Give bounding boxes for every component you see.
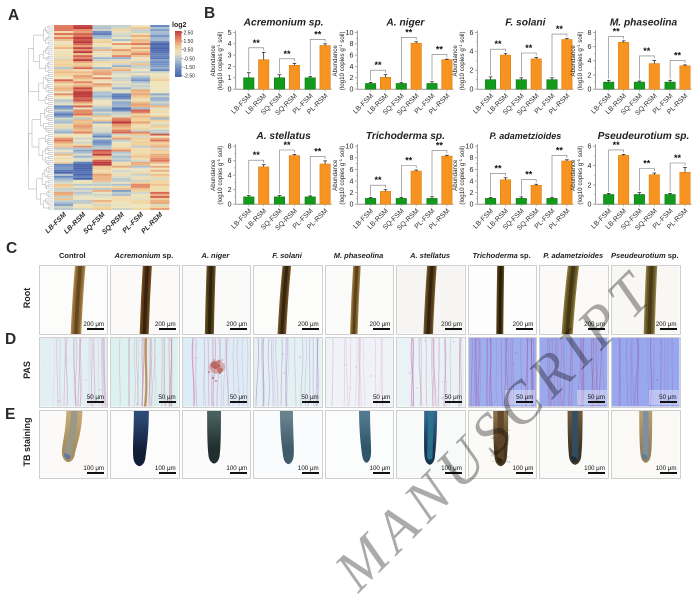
svg-text:6: 6 bbox=[588, 43, 592, 51]
svg-text:5: 5 bbox=[228, 29, 232, 37]
svg-text:-0.50: -0.50 bbox=[184, 56, 196, 62]
svg-text:**: ** bbox=[674, 50, 682, 60]
svg-text:8: 8 bbox=[228, 143, 232, 151]
svg-text:**: ** bbox=[494, 39, 502, 49]
svg-text:2: 2 bbox=[469, 67, 473, 75]
svg-text:B: B bbox=[204, 5, 215, 22]
svg-text:1.50: 1.50 bbox=[184, 39, 194, 45]
svg-text:0: 0 bbox=[228, 201, 232, 209]
svg-text:**: ** bbox=[613, 140, 621, 150]
svg-text:**: ** bbox=[674, 153, 682, 163]
svg-text:Abundance: Abundance bbox=[570, 159, 577, 191]
svg-text:6: 6 bbox=[228, 157, 232, 165]
svg-text:Abundance: Abundance bbox=[210, 159, 217, 191]
svg-text:**: ** bbox=[283, 140, 291, 150]
svg-text:**: ** bbox=[253, 38, 261, 48]
svg-text:**: ** bbox=[314, 146, 322, 156]
svg-text:0: 0 bbox=[588, 201, 592, 209]
svg-text:P. adametzioides: P. adametzioides bbox=[489, 131, 561, 141]
svg-text:6: 6 bbox=[469, 29, 473, 37]
svg-text:**: ** bbox=[405, 27, 413, 37]
svg-text:**: ** bbox=[283, 49, 291, 59]
svg-text:**: ** bbox=[436, 45, 444, 55]
svg-text:8: 8 bbox=[349, 40, 353, 48]
svg-text:2.50: 2.50 bbox=[184, 31, 194, 37]
svg-text:4: 4 bbox=[469, 177, 473, 185]
svg-text:Abundance: Abundance bbox=[332, 45, 339, 77]
svg-text:F. solani: F. solani bbox=[505, 18, 545, 29]
svg-text:8: 8 bbox=[469, 154, 473, 162]
svg-text:M. phaseolina: M. phaseolina bbox=[610, 18, 678, 29]
svg-text:(log10 copies g-1 soil): (log10 copies g-1 soil) bbox=[216, 31, 225, 90]
svg-text:Abundance: Abundance bbox=[332, 159, 339, 191]
svg-text:1: 1 bbox=[228, 74, 232, 82]
svg-text:0: 0 bbox=[349, 201, 353, 209]
svg-text:6: 6 bbox=[469, 166, 473, 174]
svg-text:**: ** bbox=[643, 46, 651, 56]
svg-text:2: 2 bbox=[228, 63, 232, 71]
svg-text:**: ** bbox=[643, 159, 651, 169]
svg-text:(log10 copies g-1 soil): (log10 copies g-1 soil) bbox=[337, 31, 346, 90]
svg-text:Abundance: Abundance bbox=[452, 159, 459, 191]
svg-text:Trichoderma sp.: Trichoderma sp. bbox=[366, 131, 445, 142]
svg-text:4: 4 bbox=[349, 63, 353, 71]
svg-text:**: ** bbox=[405, 156, 413, 166]
svg-text:0: 0 bbox=[228, 86, 232, 94]
svg-text:4: 4 bbox=[469, 48, 473, 56]
svg-text:Abundance: Abundance bbox=[452, 45, 459, 77]
svg-text:Acremonium sp.: Acremonium sp. bbox=[243, 18, 324, 29]
svg-text:6: 6 bbox=[588, 143, 592, 151]
svg-text:**: ** bbox=[374, 60, 382, 70]
svg-text:**: ** bbox=[494, 163, 502, 173]
svg-text:**: ** bbox=[525, 170, 533, 180]
svg-text:**: ** bbox=[314, 29, 322, 39]
svg-text:**: ** bbox=[374, 175, 382, 185]
svg-text:0: 0 bbox=[469, 201, 473, 209]
svg-text:4: 4 bbox=[588, 162, 592, 170]
svg-text:10: 10 bbox=[346, 143, 354, 151]
svg-text:**: ** bbox=[253, 150, 261, 160]
svg-text:Pseudeurotium sp.: Pseudeurotium sp. bbox=[598, 131, 690, 142]
svg-text:-1.50: -1.50 bbox=[184, 65, 196, 71]
svg-text:**: ** bbox=[556, 24, 564, 34]
svg-text:-2.50: -2.50 bbox=[184, 74, 196, 80]
svg-text:Abundance: Abundance bbox=[570, 45, 577, 77]
svg-text:0: 0 bbox=[349, 86, 353, 94]
svg-text:4: 4 bbox=[588, 57, 592, 65]
svg-text:6: 6 bbox=[349, 166, 353, 174]
svg-text:3: 3 bbox=[228, 52, 232, 60]
svg-text:2: 2 bbox=[349, 189, 353, 197]
svg-text:**: ** bbox=[436, 141, 444, 151]
svg-text:8: 8 bbox=[349, 154, 353, 162]
svg-text:2: 2 bbox=[469, 189, 473, 197]
svg-text:Abundance: Abundance bbox=[210, 45, 217, 77]
svg-text:(log10 copies g-1 soil): (log10 copies g-1 soil) bbox=[337, 146, 346, 205]
svg-text:(log10 copies g-1 soil): (log10 copies g-1 soil) bbox=[576, 146, 585, 205]
svg-text:0: 0 bbox=[469, 86, 473, 94]
svg-text:PL-RSM: PL-RSM bbox=[140, 211, 164, 235]
svg-text:2: 2 bbox=[588, 181, 592, 189]
svg-text:A: A bbox=[8, 7, 19, 24]
svg-text:8: 8 bbox=[588, 29, 592, 37]
svg-text:(log10 copies g-1 soil): (log10 copies g-1 soil) bbox=[576, 31, 585, 90]
svg-text:(log10 copies g-1 soil): (log10 copies g-1 soil) bbox=[457, 146, 466, 205]
svg-text:4: 4 bbox=[228, 40, 232, 48]
svg-text:(log10 copies g-1 soil): (log10 copies g-1 soil) bbox=[216, 146, 225, 205]
svg-text:(log10 copies g-1 soil): (log10 copies g-1 soil) bbox=[457, 31, 466, 90]
svg-text:**: ** bbox=[556, 145, 564, 155]
svg-text:2: 2 bbox=[588, 71, 592, 79]
svg-text:**: ** bbox=[525, 43, 533, 53]
svg-text:4: 4 bbox=[349, 177, 353, 185]
svg-text:0: 0 bbox=[588, 86, 592, 94]
svg-text:10: 10 bbox=[346, 29, 354, 37]
svg-text:0.50: 0.50 bbox=[184, 48, 194, 54]
svg-text:6: 6 bbox=[349, 52, 353, 60]
svg-text:2: 2 bbox=[228, 186, 232, 194]
svg-text:4: 4 bbox=[228, 172, 232, 180]
svg-text:2: 2 bbox=[349, 74, 353, 82]
svg-text:**: ** bbox=[613, 26, 621, 36]
svg-text:10: 10 bbox=[466, 143, 474, 151]
svg-text:log2: log2 bbox=[172, 22, 186, 29]
